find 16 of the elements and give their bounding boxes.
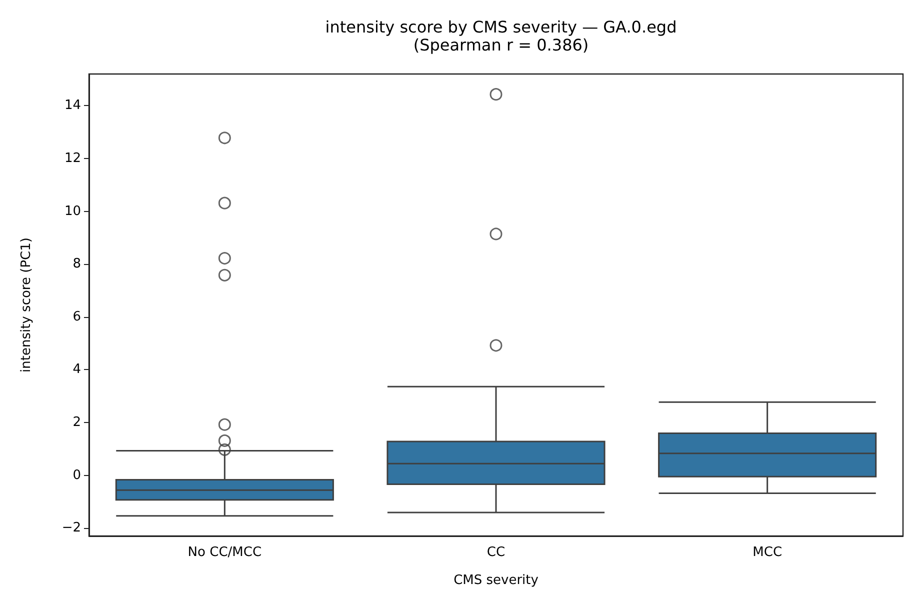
x-axis-title: CMS severity [454, 573, 539, 588]
chart-title: intensity score by CMS severity — GA.0.egd [325, 18, 677, 36]
x-tick-label: CC [486, 545, 506, 560]
y-tick-label: 14 [64, 98, 81, 114]
y-axis-title: intensity score (PC1) [19, 238, 34, 372]
x-tick-label: No CC/MCC [188, 545, 262, 560]
y-tick-label: −2 [62, 520, 81, 536]
chart-subtitle: (Spearman r = 0.386) [413, 36, 589, 54]
y-tick-label: 8 [72, 256, 81, 272]
x-tick-label: MCC [752, 545, 782, 560]
y-tick-label: 2 [72, 414, 81, 430]
y-tick-label: 6 [72, 309, 81, 324]
y-tick-label: 0 [72, 468, 81, 483]
y-tick-label: 10 [64, 204, 81, 219]
y-tick-label: 4 [72, 362, 81, 378]
y-tick-label: 12 [64, 150, 81, 166]
